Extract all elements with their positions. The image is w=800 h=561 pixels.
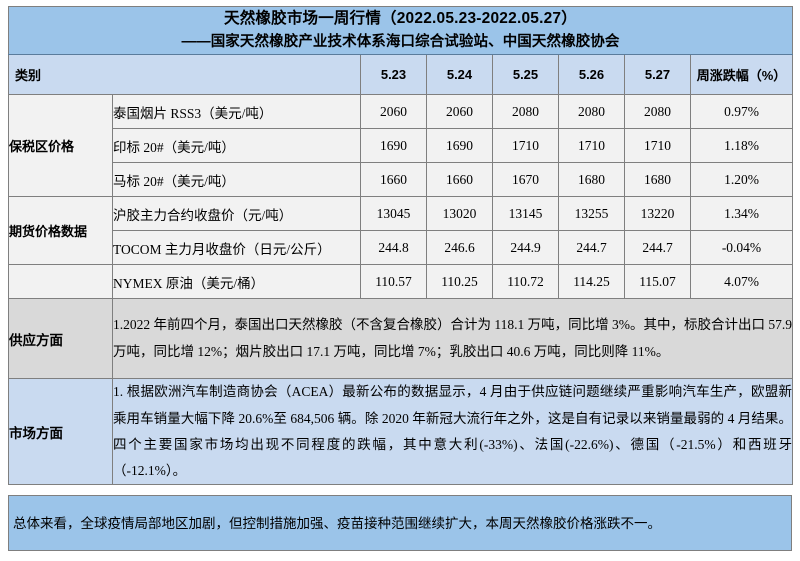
group-label-bonded-zone: 保税区价格 [8,94,113,198]
cell-value: 115.07 [624,264,691,300]
header-date-527: 5.27 [624,54,691,96]
cell-value: 13255 [558,196,625,232]
cell-value: 1710 [492,128,559,164]
table-header-row: 类别 5.23 5.24 5.25 5.26 5.27 周涨跌幅（%） [8,54,793,96]
cell-value: 1710 [558,128,625,164]
cell-value: 110.72 [492,264,559,300]
row-item-label: 泰国烟片 RSS3（美元/吨） [112,94,361,130]
cell-weekly-change: 1.18% [690,128,793,164]
row-item-label: NYMEX 原油（美元/桶） [112,264,361,300]
conclusion-text: 总体来看，全球疫情局部地区加剧，但控制措施加强、疫苗接种范围继续扩大，本周天然橡… [13,515,661,531]
cell-value: 244.8 [360,230,427,266]
cell-value: 110.57 [360,264,427,300]
page-title: 天然橡胶市场一周行情（2022.05.23-2022.05.27） [224,10,577,27]
supply-section-label: 供应方面 [8,298,113,380]
row-item-label: 沪胶主力合约收盘价（元/吨） [112,196,361,232]
cell-value: 1690 [426,128,493,164]
cell-value: 2080 [624,94,691,130]
cell-value: 2080 [558,94,625,130]
cell-value: 2060 [360,94,427,130]
market-section-body: 1. 根据欧洲汽车制造商协会（ACEA）最新公布的数据显示，4 月由于供应链问题… [112,378,793,486]
header-date-525: 5.25 [492,54,559,96]
header-weekly-change: 周涨跌幅（%） [690,54,793,96]
cell-value: 244.9 [492,230,559,266]
cell-value: 1670 [492,162,559,198]
cell-weekly-change: 1.34% [690,196,793,232]
table-row: 印标 20#（美元/吨） 1690 1690 1710 1710 1710 1.… [9,128,793,164]
cell-value: 1710 [624,128,691,164]
table-row: 期货价格数据 沪胶主力合约收盘价（元/吨） 13045 13020 13145 … [8,196,793,266]
group-label-empty [8,264,113,300]
cell-value: 13045 [360,196,427,232]
conclusion-box: 总体来看，全球疫情局部地区加剧，但控制措施加强、疫苗接种范围继续扩大，本周天然橡… [8,495,792,552]
market-section-label: 市场方面 [8,378,113,486]
table-row: 保税区价格 泰国烟片 RSS3（美元/吨） 2060 2060 2080 208… [8,94,793,198]
table-row: 马标 20#（美元/吨） 1660 1660 1670 1680 1680 1.… [9,162,793,198]
cell-value: 13020 [426,196,493,232]
header-date-524: 5.24 [426,54,493,96]
cell-value: 114.25 [558,264,625,300]
cell-value: 1680 [558,162,625,198]
cell-value: 110.25 [426,264,493,300]
row-item-label: 马标 20#（美元/吨） [112,162,361,198]
cell-value: 246.6 [426,230,493,266]
group-label-futures: 期货价格数据 [8,196,113,266]
cell-value: 2060 [426,94,493,130]
table-row: NYMEX 原油（美元/桶） 110.57 110.25 110.72 114.… [8,264,793,300]
cell-weekly-change: 0.97% [690,94,793,130]
cell-value: 13220 [624,196,691,232]
market-section-row: 市场方面 1. 根据欧洲汽车制造商协会（ACEA）最新公布的数据显示，4 月由于… [8,378,793,486]
header-category: 类别 [8,54,361,96]
table-row: TOCOM 主力月收盘价（日元/公斤） 244.8 246.6 244.9 24… [9,230,793,266]
row-item-label: TOCOM 主力月收盘价（日元/公斤） [112,230,361,266]
page-subtitle: ——国家天然橡胶产业技术体系海口综合试验站、中国天然橡胶协会 [181,34,620,51]
title-row: 天然橡胶市场一周行情（2022.05.23-2022.05.27） ——国家天然… [8,5,793,56]
row-item-label: 印标 20#（美元/吨） [112,128,361,164]
cell-value: 2080 [492,94,559,130]
cell-weekly-change: 4.07% [690,264,793,300]
cell-value: 244.7 [558,230,625,266]
cell-value: 1680 [624,162,691,198]
cell-value: 1660 [426,162,493,198]
supply-section-row: 供应方面 1.2022 年前四个月，泰国出口天然橡胶（不含复合橡胶）合计为 11… [8,298,793,380]
header-date-523: 5.23 [360,54,427,96]
supply-section-body: 1.2022 年前四个月，泰国出口天然橡胶（不含复合橡胶）合计为 118.1 万… [112,298,793,380]
cell-value: 13145 [492,196,559,232]
cell-weekly-change: -0.04% [690,230,793,266]
cell-value: 244.7 [624,230,691,266]
cell-value: 1690 [360,128,427,164]
header-date-526: 5.26 [558,54,625,96]
cell-weekly-change: 1.20% [690,162,793,198]
rubber-market-table: 天然橡胶市场一周行情（2022.05.23-2022.05.27） ——国家天然… [8,5,793,486]
cell-value: 1660 [360,162,427,198]
report-title-cell: 天然橡胶市场一周行情（2022.05.23-2022.05.27） ——国家天然… [8,5,793,56]
